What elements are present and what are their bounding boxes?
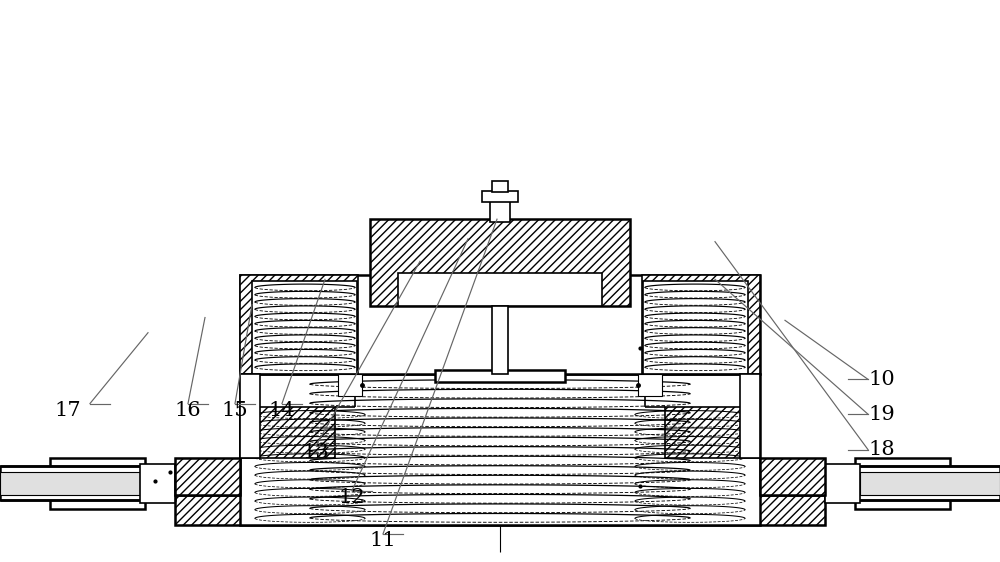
Text: 18: 18 (869, 440, 895, 459)
Bar (492, 181, 508, 192)
Bar (370, 219, 630, 306)
Bar (240, 407, 335, 458)
Bar (175, 495, 825, 525)
Bar (175, 495, 825, 525)
Bar (140, 464, 175, 503)
Text: 16: 16 (175, 401, 201, 420)
Bar (643, 281, 748, 374)
Text: 11: 11 (370, 531, 396, 550)
Bar (825, 464, 860, 503)
Bar (240, 275, 760, 374)
Bar (240, 374, 260, 458)
Bar (252, 281, 357, 374)
Text: 10: 10 (869, 370, 895, 389)
Bar (490, 197, 510, 222)
Bar (482, 191, 518, 202)
Bar (492, 306, 508, 374)
Bar (855, 458, 950, 509)
Bar (240, 275, 358, 374)
Bar (0, 472, 140, 495)
Bar (760, 458, 825, 495)
Text: 12: 12 (339, 488, 365, 507)
Text: 15: 15 (222, 401, 248, 420)
Bar (860, 472, 1000, 495)
Bar (175, 458, 240, 495)
Bar (240, 374, 760, 525)
Bar (0, 466, 175, 500)
Bar (740, 374, 760, 458)
Bar (760, 458, 825, 495)
Text: 14: 14 (269, 401, 295, 420)
Bar (825, 466, 1000, 500)
Bar (638, 374, 662, 396)
Bar (398, 273, 602, 306)
Bar (665, 407, 760, 458)
Text: 17: 17 (55, 401, 81, 420)
Bar (642, 275, 760, 374)
Text: 19: 19 (869, 405, 895, 424)
Bar (435, 370, 565, 382)
Text: 13: 13 (303, 443, 329, 462)
Bar (338, 374, 362, 396)
Bar (50, 458, 145, 509)
Bar (175, 458, 240, 495)
